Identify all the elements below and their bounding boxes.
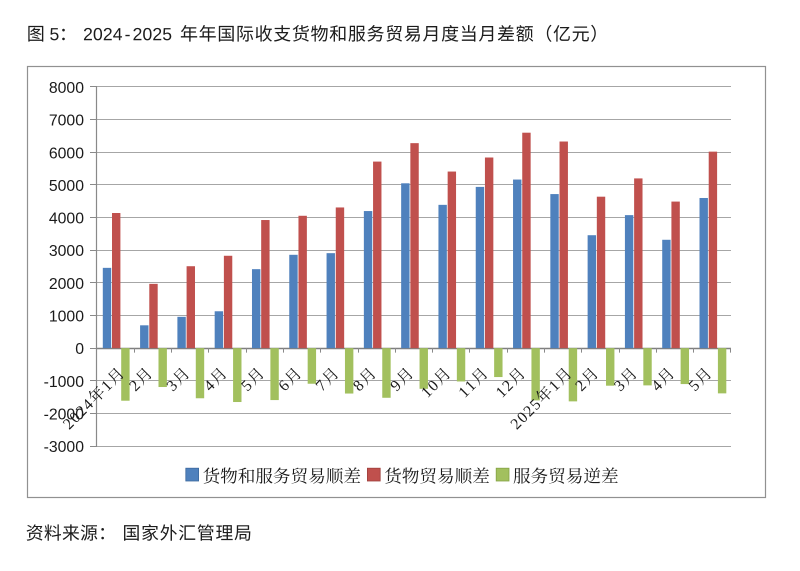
svg-text:-3000: -3000: [44, 439, 85, 456]
svg-text:0: 0: [75, 341, 84, 358]
svg-text:2000: 2000: [49, 276, 84, 293]
svg-text:8000: 8000: [49, 80, 84, 97]
svg-text:-1000: -1000: [44, 374, 85, 391]
svg-text:6000: 6000: [49, 145, 84, 162]
svg-text:3000: 3000: [49, 243, 84, 260]
svg-text:5000: 5000: [49, 178, 84, 195]
svg-text:4000: 4000: [49, 211, 84, 228]
svg-text:1000: 1000: [49, 309, 84, 326]
svg-text:-2000: -2000: [44, 407, 85, 424]
svg-text:7000: 7000: [49, 113, 84, 130]
